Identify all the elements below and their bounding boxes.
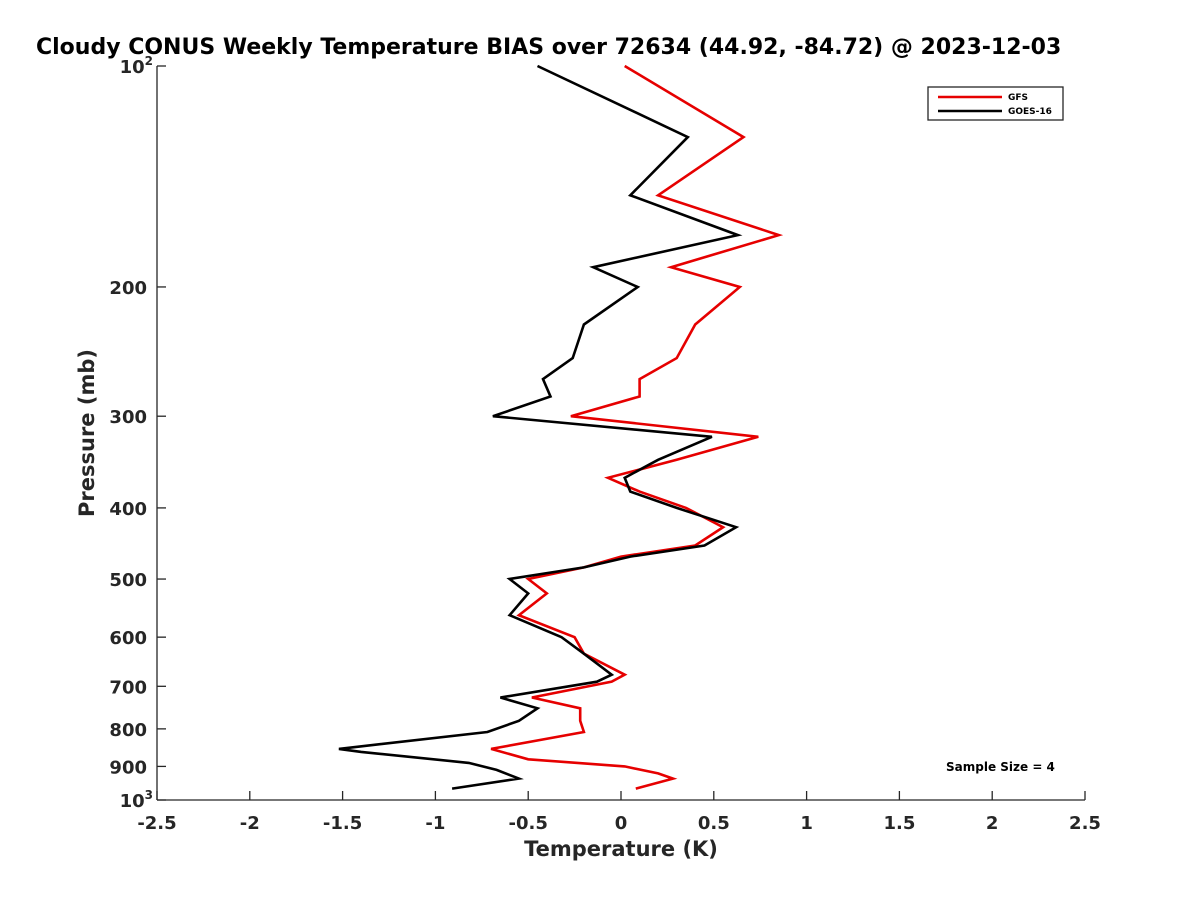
x-tick-label: -2.5 xyxy=(137,813,176,834)
x-tick-label: -0.5 xyxy=(509,813,548,834)
y-tick-label: 300 xyxy=(109,407,147,428)
y-axis-label: Pressure (mb) xyxy=(75,349,99,517)
y-tick-label: 103 xyxy=(120,788,153,812)
x-tick-label: -1.5 xyxy=(323,813,362,834)
y-tick-label: 400 xyxy=(109,499,147,520)
sample-size-annotation: Sample Size = 4 xyxy=(946,760,1055,774)
series-line-gfs xyxy=(490,64,784,790)
plot-area: -2.5 -2 -1.5 -1 -0.5 0 0.5 1 1.5 2 2.5 102 200 300 400… xyxy=(109,54,1101,834)
y-tick-label: 200 xyxy=(109,278,147,299)
chart-title: Cloudy CONUS Weekly Temperature BIAS ove… xyxy=(36,35,1061,60)
x-tick-label: 0 xyxy=(615,813,628,834)
y-tick-label: 700 xyxy=(109,677,147,698)
legend-label: GFS xyxy=(1008,93,1028,103)
y-tick-label: 500 xyxy=(109,570,147,591)
y-tick-label: 600 xyxy=(109,628,147,649)
x-tick-label: 1.5 xyxy=(883,813,915,834)
y-tick-label: 800 xyxy=(109,720,147,741)
x-axis-label: Temperature (K) xyxy=(524,837,718,861)
legend: GFS GOES-16 xyxy=(927,86,1064,121)
y-tick-label: 900 xyxy=(109,757,147,778)
series-line-goes-16 xyxy=(338,64,743,790)
x-tick-label: 2 xyxy=(986,813,999,834)
x-tick-label: -1 xyxy=(425,813,445,834)
x-tick-label: 0.5 xyxy=(698,813,730,834)
legend-label: GOES-16 xyxy=(1008,107,1052,117)
x-tick-label: 1 xyxy=(800,813,813,834)
legend-box xyxy=(927,86,1064,121)
y-tick-label: 102 xyxy=(120,54,153,78)
x-tick-label: -2 xyxy=(240,813,260,834)
x-tick-label: 2.5 xyxy=(1069,813,1101,834)
